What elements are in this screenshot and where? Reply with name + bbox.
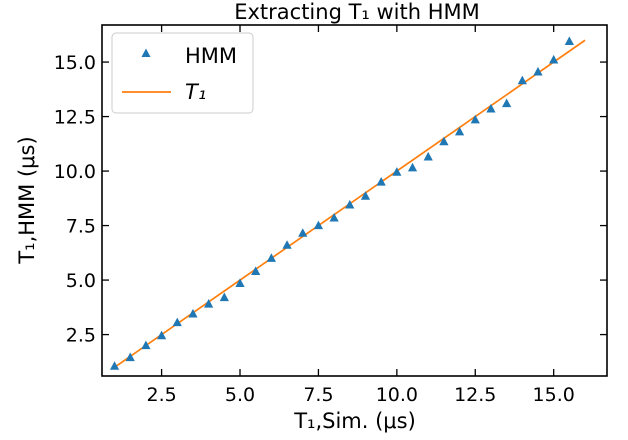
data-point: [266, 253, 276, 262]
legend: HMM T₁: [111, 32, 254, 114]
data-point: [109, 361, 120, 370]
y-tick-label: 7.5: [66, 216, 96, 238]
x-tick-label: 12.5: [454, 384, 496, 406]
data-point: [392, 167, 402, 176]
data-point: [141, 340, 151, 350]
data-point: [407, 162, 418, 172]
data-point: [219, 292, 229, 302]
legend-marker-hmm: [141, 48, 151, 57]
y-tick-label: 10.0: [54, 161, 96, 183]
x-tick-label: 10.0: [376, 384, 418, 406]
legend-label-hmm: HMM: [185, 44, 237, 68]
data-point: [329, 212, 339, 222]
plot-area: [109, 36, 586, 370]
y-axis-label: T₁,HMM (μs): [15, 136, 39, 264]
data-point: [517, 75, 527, 85]
x-tick-label: 15.0: [533, 384, 575, 406]
data-point: [423, 151, 433, 161]
x-axis: 2.5 5.0 7.5 10.0 12.5 15.0: [146, 25, 575, 406]
data-point: [125, 352, 135, 362]
x-tick-label: 5.0: [225, 384, 255, 406]
data-point: [251, 266, 261, 275]
data-point: [235, 278, 245, 287]
data-point: [376, 176, 386, 186]
chart-title: Extracting T₁ with HMM: [234, 0, 480, 24]
data-point: [486, 103, 496, 113]
data-point: [188, 308, 198, 318]
data-point: [282, 240, 292, 249]
y-tick-label: 2.5: [66, 325, 96, 347]
data-point: [502, 98, 512, 108]
x-axis-label: T₁,Sim. (μs): [293, 409, 416, 433]
data-point: [298, 228, 308, 237]
data-point: [345, 199, 355, 209]
y-axis: 2.5 5.0 7.5 10.0 12.5 15.0: [54, 52, 607, 347]
x-tick-label: 7.5: [303, 384, 333, 406]
plot-frame: [101, 24, 608, 377]
data-point: [156, 330, 167, 340]
data-point: [360, 191, 371, 200]
data-point: [533, 66, 543, 76]
y-tick-label: 15.0: [54, 52, 96, 74]
data-point: [313, 220, 324, 230]
data-point: [204, 299, 214, 308]
data-point: [439, 136, 449, 146]
data-point: [470, 114, 480, 124]
y-tick-label: 12.5: [54, 107, 96, 129]
data-point: [172, 317, 182, 327]
data-point: [454, 126, 465, 136]
y-tick-label: 5.0: [66, 270, 96, 292]
legend-label-t1: T₁: [185, 80, 206, 104]
x-tick-label: 2.5: [146, 384, 176, 406]
data-point: [549, 54, 559, 64]
data-point: [564, 36, 574, 45]
